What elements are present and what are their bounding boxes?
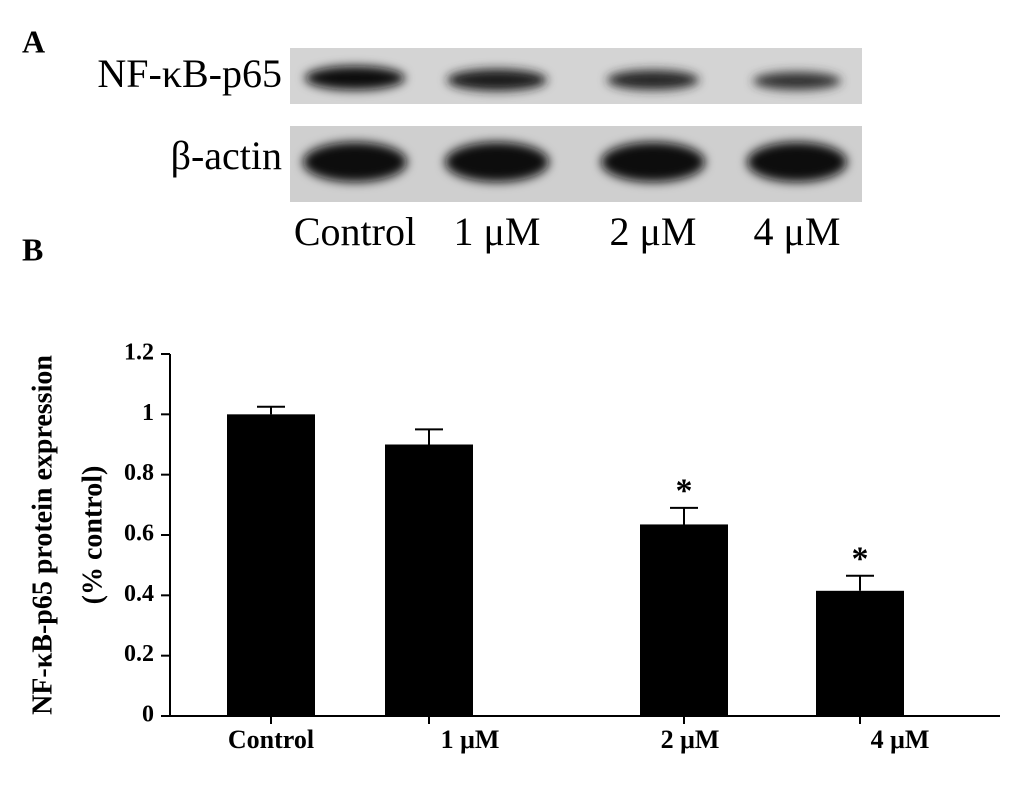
bar: [227, 414, 315, 716]
lane-label: 2 μM: [609, 209, 696, 254]
error-bar: [670, 506, 698, 525]
band: [447, 69, 547, 91]
y-tick-label: 0.8: [124, 460, 154, 486]
x-tick-label: 1 μM: [441, 725, 500, 754]
y-tick-label: 0.6: [124, 521, 154, 547]
band: [607, 70, 699, 90]
error-bar: [415, 428, 443, 445]
error-bar: [257, 405, 285, 415]
band: [747, 142, 847, 182]
blot-bands: [303, 66, 847, 182]
y-axis-label: (% control): [77, 466, 108, 605]
lane-label: 1 μM: [453, 209, 540, 254]
band: [303, 142, 407, 182]
panel-label: B: [22, 231, 43, 267]
significance-mark: *: [676, 473, 693, 510]
y-tick-label: 0: [142, 702, 154, 728]
lane-label: 4 μM: [753, 209, 840, 254]
y-tick-label: 1.2: [124, 340, 154, 366]
band: [305, 66, 405, 90]
x-tick-label: 4 μM: [871, 725, 930, 754]
y-tick-label: 1: [142, 400, 154, 426]
band: [601, 142, 705, 182]
bar: [816, 590, 904, 716]
bar: [385, 444, 473, 716]
band: [753, 72, 841, 90]
lane-label: Control: [294, 209, 416, 254]
row-label: NF-κB-p65: [97, 51, 282, 96]
band: [445, 142, 549, 182]
row-label: β-actin: [171, 133, 282, 178]
x-tick-label: 2 μM: [661, 725, 720, 754]
bar: [640, 524, 728, 716]
y-axis-label: NF-κB-p65 protein expression: [27, 355, 58, 715]
error-bar: [846, 574, 874, 591]
y-tick-label: 0.2: [124, 641, 154, 667]
x-tick-label: Control: [228, 725, 314, 754]
y-tick-label: 0.4: [124, 581, 154, 607]
panel-label: A: [22, 23, 45, 59]
significance-mark: *: [852, 541, 869, 578]
